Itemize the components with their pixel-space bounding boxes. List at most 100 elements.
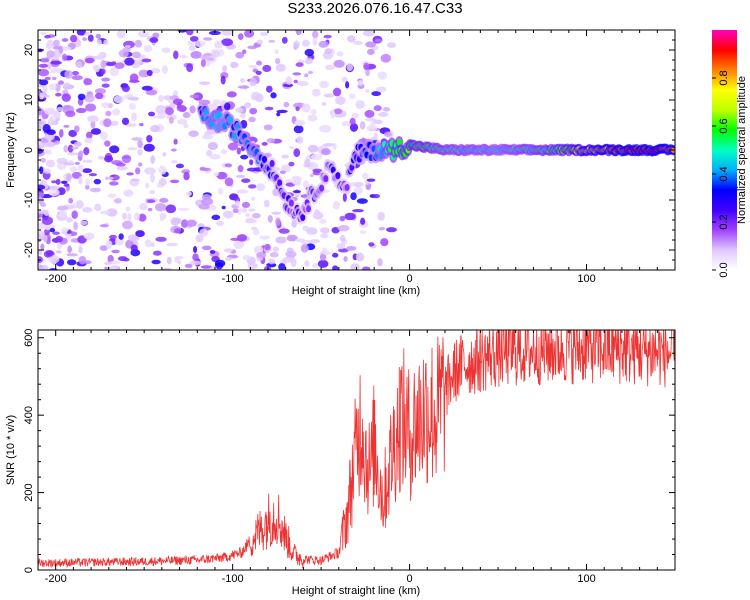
spectrogram-cell: [87, 34, 94, 42]
spectrogram-cell: [304, 57, 314, 65]
spectrogram-cell: [382, 107, 391, 112]
spectrogram-cell: [151, 259, 161, 265]
spectrogram-cell: [82, 168, 93, 174]
snr-ytick-label: 400: [23, 406, 35, 424]
snr-series-line: [38, 330, 675, 569]
spectrogram-cell: [220, 75, 226, 85]
spectrogram-cell: [216, 111, 222, 119]
spectrogram-cell: [105, 110, 112, 117]
spectrogram-cell: [324, 64, 335, 71]
spectrogram-cell: [221, 38, 234, 47]
spectrogram-cell: [112, 108, 121, 116]
spectrogram-cell: [55, 250, 62, 254]
spectrogram-cell: [82, 37, 88, 41]
spectrogram-cell: [71, 210, 78, 219]
spectrogram-cell: [113, 198, 122, 204]
spectrogram-cell: [177, 207, 190, 211]
spectrogram-cell: [125, 123, 137, 128]
spectrogram-cell: [319, 253, 327, 261]
spectrogram-cell: [237, 33, 244, 41]
spectrogram-cell: [295, 30, 302, 36]
spectrogram-cell: [201, 134, 214, 140]
spectrogram-cell: [342, 193, 347, 202]
spectrogram-cell: [256, 183, 266, 192]
spectrogram-cell: [101, 102, 110, 108]
spectrogram-cell: [221, 30, 234, 36]
spectrogram-cell: [137, 140, 143, 149]
spectrogram-cell: [250, 196, 256, 201]
spectrogram-cell: [109, 234, 117, 240]
spectrogram-cell: [134, 39, 142, 48]
spectrogram-cell: [163, 95, 172, 101]
spectrogram-cell: [358, 79, 364, 86]
spectrogram-cell: [199, 167, 212, 171]
spectrogram-cell: [189, 105, 196, 114]
spectrogram-cell: [171, 159, 178, 164]
spectrogram-cell: [321, 102, 327, 106]
spectrogram-cell: [116, 166, 128, 171]
spectrogram-cell: [152, 32, 160, 39]
spectrogram-cell: [200, 265, 213, 269]
spectrogram-cell: [345, 81, 350, 89]
spectrogram-cell: [226, 91, 237, 98]
spectrogram-cell: [296, 80, 309, 86]
snr-xtick-label: -100: [222, 573, 244, 585]
spectrogram-cell: [367, 48, 375, 56]
spectrogram-cell: [81, 159, 93, 164]
spectrogram-cell: [61, 180, 68, 185]
spectrogram-cell: [296, 136, 304, 144]
spectrogram-cell: [321, 148, 331, 156]
spectrogram-cell: [341, 76, 348, 83]
spectrogram-cell: [103, 155, 114, 163]
spectrogram-cell: [155, 236, 167, 242]
spectrogram-cell: [278, 263, 286, 270]
spectrogram-cell: [104, 140, 111, 147]
spectrogram-cell: [275, 63, 286, 72]
spectrogram-cell: [38, 68, 50, 77]
spectrogram-cell: [168, 116, 174, 124]
spectrogram-cell: [78, 176, 83, 185]
spectrogram-cell: [67, 144, 74, 153]
spectrogram-cell: [103, 118, 112, 128]
spectrogram-xtick-label: -200: [45, 273, 67, 285]
spectrogram-cell: [363, 30, 375, 37]
spectrogram-cell: [217, 187, 224, 195]
spectrogram-cell: [282, 83, 294, 87]
spectrogram-cell: [121, 84, 130, 93]
spectrogram-cell: [86, 131, 93, 140]
snr-ytick-label: 0: [23, 567, 35, 573]
spectrogram-cell: [107, 193, 117, 198]
spectrogram-cell: [317, 259, 329, 268]
spectrogram-cell: [56, 106, 64, 112]
colorbar-tick-label: 0.6: [718, 118, 730, 133]
spectrogram-cell: [67, 152, 79, 156]
spectrogram-cell: [222, 210, 234, 219]
spectrogram-cell: [143, 44, 153, 53]
spectrogram-cell: [165, 204, 177, 214]
spectrogram-cell: [214, 259, 226, 268]
spectrogram-cell: [62, 104, 71, 110]
spectrogram-cell: [350, 192, 357, 201]
spectrogram-cell: [345, 246, 357, 251]
colorbar-tick-label: 0.2: [718, 214, 730, 229]
spectrogram-cell: [138, 69, 150, 78]
spectrogram-cell: [343, 256, 348, 262]
spectrogram-cell: [255, 93, 264, 103]
spectrogram-cell: [94, 88, 106, 95]
spectrogram-cell: [106, 176, 114, 181]
spectrogram-cell: [48, 83, 57, 90]
spectrogram-cell: [76, 30, 87, 36]
spectrogram-cell: [90, 128, 102, 135]
spectrogram-cell: [109, 181, 119, 186]
spectrogram-cell: [46, 39, 55, 49]
spectrogram-cell: [175, 163, 185, 169]
spectrogram-cell: [50, 60, 62, 65]
spectrogram-cell: [123, 189, 134, 197]
spectrogram-cell: [319, 80, 330, 89]
spectrogram-cell: [295, 238, 306, 243]
spectrogram-cell: [235, 51, 245, 59]
spectrogram-cell: [364, 109, 375, 118]
spectrogram-cell: [83, 232, 95, 240]
spectrogram-cell: [129, 73, 139, 82]
spectrogram-cell: [318, 40, 329, 48]
